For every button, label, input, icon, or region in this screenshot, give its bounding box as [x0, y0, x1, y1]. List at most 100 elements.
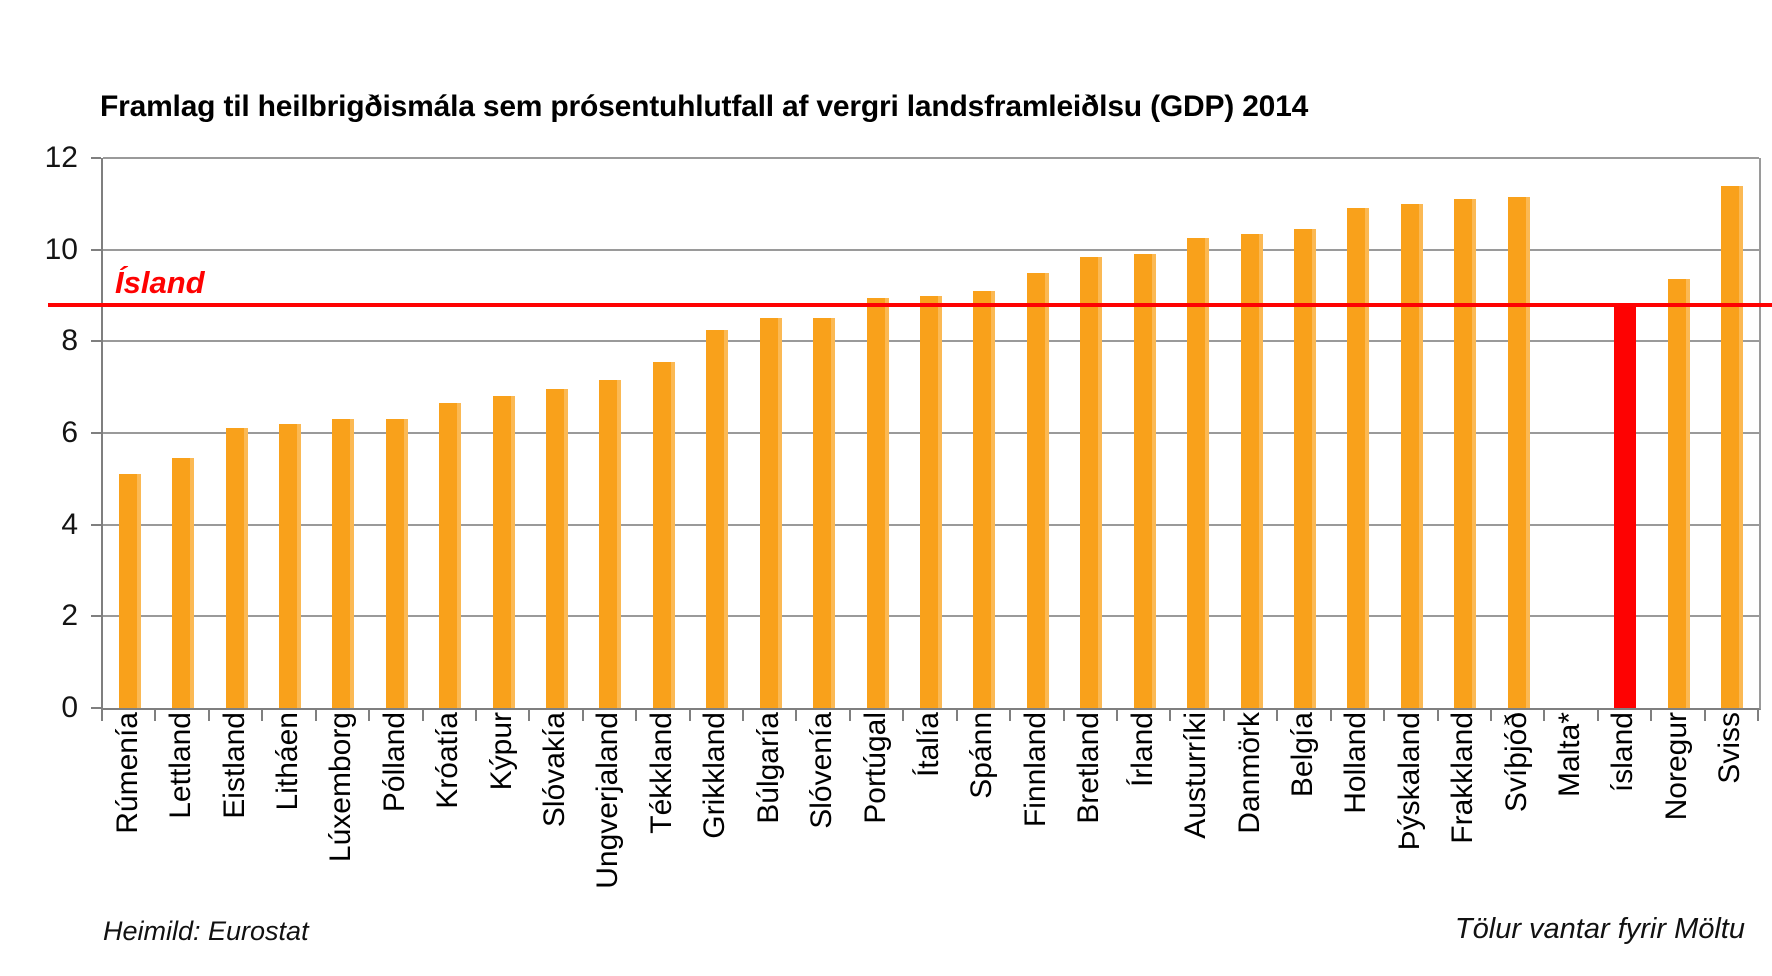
- x-category-label-Eistland: Eistland: [217, 712, 251, 819]
- x-category-label-Króatía: Króatía: [431, 712, 465, 809]
- x-category-label-Svíþjóð: Svíþjóð: [1499, 712, 1533, 813]
- x-axis-tick-6: [421, 710, 424, 721]
- x-category-label-Slóvenía: Slóvenía: [805, 712, 839, 829]
- x-category-label-Pólland: Pólland: [377, 712, 411, 813]
- bar-Búlgaría: [759, 318, 782, 708]
- x-axis-tick-14: [848, 710, 851, 721]
- gridline-y-12: [103, 157, 1759, 159]
- bar-Rúmenía: [118, 474, 141, 708]
- bar-Grikkland: [706, 329, 729, 708]
- y-axis-label-0: 0: [61, 691, 78, 724]
- x-axis-tick-23: [1329, 710, 1332, 721]
- x-axis-tick-10: [635, 710, 638, 721]
- x-category-label-Lúxemborg: Lúxemborg: [324, 712, 358, 863]
- bar-Lettland: [172, 458, 195, 708]
- page-title: Framlag til heilbrigðismála sem prósentu…: [100, 90, 1309, 123]
- x-category-label-Malta*: Malta*: [1553, 712, 1587, 798]
- y-axis-label-10: 10: [44, 232, 78, 266]
- x-category-label-Þýskaland: Þýskaland: [1392, 712, 1426, 851]
- x-axis-tick-28: [1596, 710, 1599, 721]
- bar-highlight-ísland: [1614, 304, 1637, 708]
- y-axis-label-8: 8: [61, 324, 78, 358]
- bar-Spánn: [973, 290, 996, 708]
- x-axis-tick-26: [1489, 710, 1492, 721]
- reference-line-island: [48, 302, 1772, 307]
- y-axis-tick-10: [91, 248, 101, 251]
- source-note: Heimild: Eurostat: [103, 916, 309, 946]
- x-axis-tick-2: [207, 710, 210, 721]
- x-axis-tick-5: [368, 710, 371, 721]
- x-axis-tick-8: [528, 710, 531, 721]
- x-category-label-Bretland: Bretland: [1072, 712, 1106, 824]
- x-axis-tick-29: [1650, 710, 1653, 721]
- x-axis-tick-21: [1222, 710, 1225, 721]
- bar-Króatía: [439, 403, 462, 708]
- x-axis-tick-12: [742, 710, 745, 721]
- bar-Bretland: [1080, 256, 1103, 708]
- x-axis-tick-4: [314, 710, 317, 721]
- gridline-y-10: [103, 248, 1759, 251]
- x-category-label-Litháen: Litháen: [270, 712, 304, 811]
- y-axis-label-6: 6: [61, 416, 78, 449]
- x-category-label-Sviss: Sviss: [1713, 712, 1747, 784]
- bar-Kýpur: [492, 396, 515, 708]
- x-category-label-Ítalía: Ítalía: [912, 712, 945, 778]
- x-category-label-Grikkland: Grikkland: [698, 712, 732, 839]
- x-category-label-Portúgal: Portúgal: [858, 712, 892, 824]
- bar-Austurríki: [1187, 238, 1210, 708]
- bar-Ungverjaland: [599, 380, 622, 708]
- x-category-label-Danmörk: Danmörk: [1232, 712, 1266, 834]
- x-axis-tick-20: [1169, 710, 1172, 721]
- bar-Svíþjóð: [1507, 196, 1530, 708]
- bar-Frakkland: [1454, 199, 1477, 708]
- x-axis-tick-15: [902, 710, 905, 721]
- x-axis-tick-1: [154, 710, 157, 721]
- reference-line-label: Ísland: [115, 264, 205, 300]
- bar-Ítalía: [920, 295, 942, 708]
- x-axis-tick-31: [1757, 710, 1760, 721]
- bar-Sviss: [1721, 185, 1744, 708]
- y-axis-tick-8: [91, 340, 101, 343]
- x-axis-tick-19: [1115, 710, 1118, 721]
- x-axis-tick-24: [1383, 710, 1386, 721]
- y-axis-tick-2: [91, 615, 101, 618]
- x-axis-tick-3: [261, 710, 264, 721]
- x-category-label-Noregur: Noregur: [1659, 712, 1693, 821]
- x-category-label-ísland: ísland: [1606, 712, 1640, 793]
- x-category-label-Holland: Holland: [1339, 712, 1373, 814]
- bar-Danmörk: [1240, 233, 1263, 708]
- bar-Slóvenía: [813, 318, 836, 708]
- bar-Lúxemborg: [332, 419, 355, 708]
- x-category-label-Spánn: Spánn: [965, 712, 999, 799]
- x-axis-tick-0: [101, 710, 103, 721]
- bar-Finnland: [1026, 272, 1049, 708]
- x-category-label-Slóvakía: Slóvakía: [538, 712, 572, 828]
- x-axis-tick-27: [1543, 710, 1546, 721]
- x-category-label-Kýpur: Kýpur: [484, 712, 518, 791]
- x-category-label-Belgía: Belgía: [1285, 712, 1319, 798]
- x-category-label-Frakkland: Frakkland: [1446, 712, 1480, 844]
- y-axis-tick-4: [91, 523, 101, 526]
- x-axis-tick-25: [1436, 710, 1439, 721]
- bar-Þýskaland: [1400, 203, 1423, 708]
- y-axis-label-4: 4: [61, 507, 78, 541]
- x-category-label-Austurríki: Austurríki: [1179, 712, 1213, 839]
- bar-chart-plot-area: [101, 157, 1761, 710]
- x-axis-tick-13: [795, 710, 798, 721]
- x-category-label-Írland: Írland: [1125, 712, 1159, 788]
- y-axis-label-2: 2: [61, 599, 78, 633]
- y-axis-label-12: 12: [44, 141, 78, 174]
- y-axis-tick-6: [91, 432, 101, 434]
- bar-Litháen: [278, 423, 301, 708]
- x-category-label-Lettland: Lettland: [164, 712, 198, 819]
- bar-Slóvakía: [546, 389, 569, 708]
- bar-Tékkland: [652, 361, 675, 708]
- x-axis-tick-22: [1276, 710, 1279, 721]
- x-axis-tick-30: [1703, 710, 1706, 721]
- x-category-label-Finnland: Finnland: [1018, 712, 1052, 828]
- x-category-label-Búlgaría: Búlgaría: [751, 712, 785, 824]
- y-axis-tick-12: [91, 157, 101, 159]
- x-axis-tick-17: [1009, 710, 1012, 721]
- bar-Portúgal: [866, 297, 889, 708]
- y-axis-tick-0: [91, 707, 101, 709]
